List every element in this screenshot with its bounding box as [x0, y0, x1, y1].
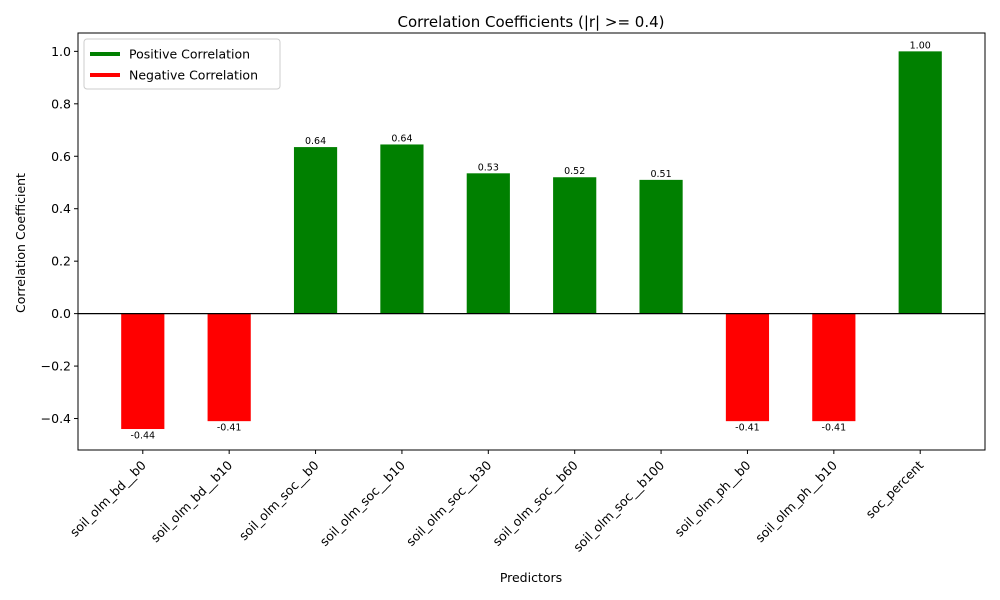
x-tick-label: soil_olm_soc__b30: [403, 457, 494, 548]
value-label: 0.64: [391, 133, 412, 144]
y-axis-ticks: −0.4 −0.2 0.0 0.2 0.4 0.6 0.8 1.0: [41, 44, 78, 426]
x-tick-label: soc_percent: [863, 457, 927, 521]
y-tick-label: 0.4: [51, 201, 71, 216]
bar-soil_olm_ph__b10: [812, 313, 856, 422]
bar-soc_percent: [898, 51, 942, 314]
value-label: -0.41: [735, 423, 760, 434]
bar-soil_olm_soc__b0: [293, 147, 338, 314]
x-tick-label: soil_olm_bd__b10: [148, 457, 236, 545]
bar-soil_olm_bd__b0: [121, 313, 165, 430]
x-tick-label: soil_olm_bd__b0: [67, 457, 149, 539]
value-label: -0.41: [822, 423, 847, 434]
value-label: -0.44: [130, 431, 155, 442]
y-tick-label: −0.2: [41, 359, 71, 374]
y-tick-label: 1.0: [51, 44, 71, 59]
value-label: 0.64: [305, 136, 326, 147]
y-tick-label: 0.6: [51, 149, 71, 164]
bar-soil_olm_soc__b60: [553, 177, 597, 314]
bar-soil_olm_soc__b30: [466, 173, 510, 314]
legend-label-positive: Positive Correlation: [129, 47, 250, 62]
y-tick-label: −0.4: [41, 411, 71, 426]
value-label: 0.53: [478, 162, 499, 173]
chart-title: Correlation Coefficients (|r| >= 0.4): [398, 13, 665, 31]
x-axis-label: Predictors: [500, 570, 562, 585]
value-label: -0.41: [217, 423, 242, 434]
value-labels: -0.44 -0.41 0.64 0.64 0.53 0.52 0.51 -0.41 -0.41…: [130, 40, 930, 441]
x-tick-label: soil_olm_soc__b0: [236, 457, 322, 543]
bar-soil_olm_ph__b0: [725, 313, 770, 422]
x-tick-label: soil_olm_ph__b10: [752, 457, 840, 545]
x-tick-label: soil_olm_soc__b60: [489, 457, 580, 548]
x-tick-label: soil_olm_ph__b0: [671, 457, 753, 539]
legend-label-negative: Negative Correlation: [129, 68, 258, 83]
legend-frame: [83, 38, 281, 90]
y-tick-label: 0.2: [51, 254, 71, 269]
y-axis-label: Correlation Coefficient: [13, 173, 28, 313]
value-label: 0.51: [650, 169, 671, 180]
value-label: 0.52: [564, 166, 585, 177]
bar-soil_olm_soc__b10: [380, 144, 424, 314]
bar-soil_olm_soc__b100: [639, 179, 683, 314]
y-tick-label: 0.0: [51, 306, 71, 321]
y-tick-label: 0.8: [51, 96, 71, 111]
x-tick-label: soil_olm_soc__b100: [570, 457, 667, 554]
bars: [121, 51, 942, 430]
legend: Positive Correlation Negative Correlatio…: [83, 38, 281, 90]
x-tick-label: soil_olm_soc__b10: [317, 457, 408, 548]
plot-area-frame: [77, 32, 986, 451]
value-label: 1.00: [910, 40, 931, 51]
bar-soil_olm_bd__b10: [207, 313, 251, 422]
